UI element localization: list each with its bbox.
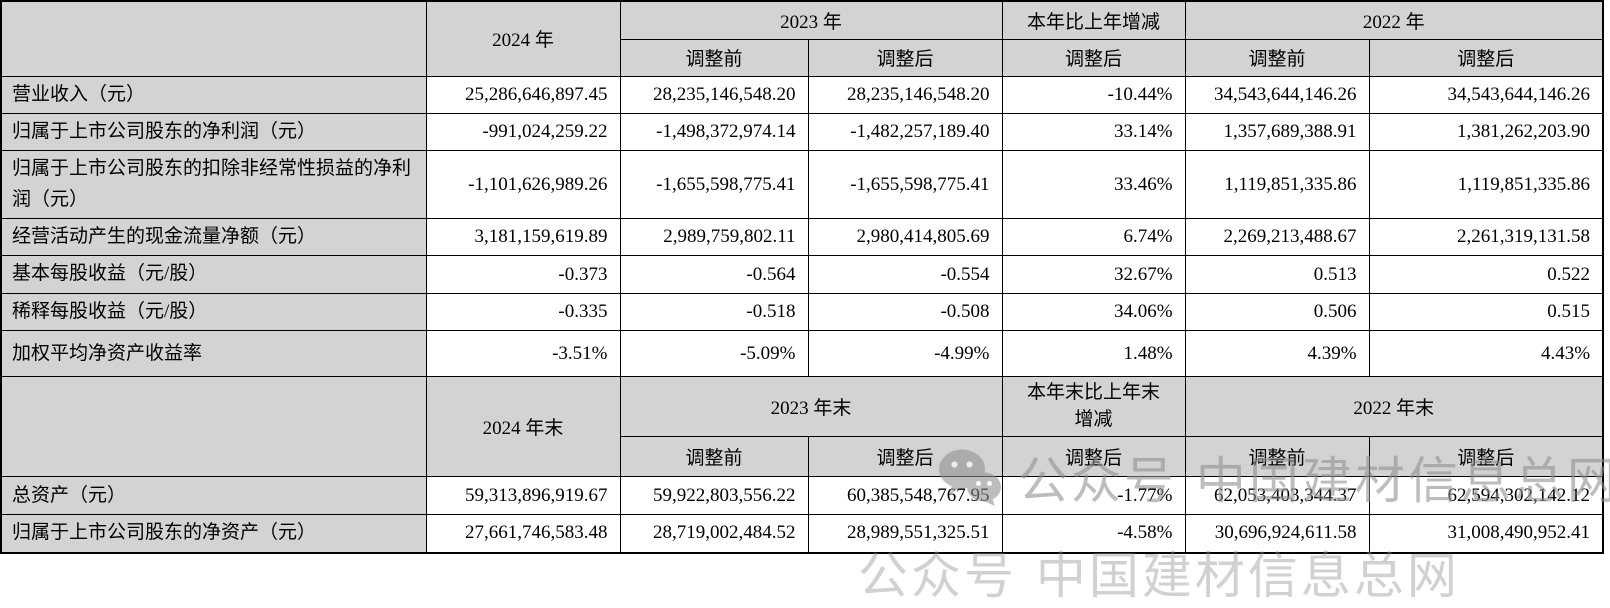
subheader-2022end-after-adjust: 调整后 (1368, 436, 1604, 478)
subheader-2022-after-adjust: 调整后 (1368, 38, 1604, 77)
cell-value: 34.06% (1001, 292, 1186, 332)
subheader-2023end-before-adjust: 调整前 (619, 436, 809, 478)
corner-cell-section1 (0, 0, 427, 77)
table-row: 经营活动产生的现金流量净额（元） 3,181,159,619.89 2,989,… (0, 218, 1604, 257)
row-label: 加权平均净资产收益率 (0, 330, 427, 378)
cell-value: 0.515 (1368, 292, 1604, 332)
row-label: 营业收入（元） (0, 75, 427, 114)
cell-value: 62,594,302,142.12 (1368, 476, 1604, 516)
cell-value: 28,719,002,484.52 (619, 514, 809, 554)
column-header-yearend-change: 本年末比上年末 增减 (1001, 376, 1186, 438)
cell-value: 2,261,319,131.58 (1368, 218, 1604, 257)
table-row: 基本每股收益（元/股） -0.373 -0.564 -0.554 32.67% … (0, 255, 1604, 294)
cell-value: 62,053,403,344.37 (1184, 476, 1370, 516)
cell-value: 59,922,803,556.22 (619, 476, 809, 516)
table-row: 归属于上市公司股东的扣除非经常性损益的净利润（元） -1,101,626,989… (0, 150, 1604, 220)
cell-value: -1,498,372,974.14 (619, 112, 809, 152)
column-header-2022-end: 2022 年末 (1184, 376, 1604, 438)
cell-value: -1,655,598,775.41 (807, 150, 1003, 220)
cell-value: -1,482,257,189.40 (807, 112, 1003, 152)
row-label: 归属于上市公司股东的净利润（元） (0, 112, 427, 152)
subheader-2022-before-adjust: 调整前 (1184, 38, 1370, 77)
cell-value: 1.48% (1001, 330, 1186, 378)
cell-value: 33.46% (1001, 150, 1186, 220)
table-row: 2024 年 2023 年 本年比上年增减 2022 年 (0, 0, 1604, 77)
table-row: 调整前 调整后 调整后 调整前 调整后 (1, 436, 1604, 478)
cell-value: 32.67% (1001, 255, 1186, 294)
table-row: 加权平均净资产收益率 -3.51% -5.09% -4.99% 1.48% 4.… (0, 330, 1604, 378)
cell-value: 1,119,851,335.86 (1368, 150, 1604, 220)
subheader-2023end-after-adjust: 调整后 (807, 436, 1003, 478)
financial-summary-table: 2024 年 2023 年 本年比上年增减 2022 年 调整前 调整后 调整后… (0, 0, 1605, 554)
cell-value: -5.09% (619, 330, 809, 378)
subheader-2023-after-adjust: 调整后 (807, 38, 1003, 77)
subheader-2023-before-adjust: 调整前 (619, 38, 809, 77)
cell-value: 31,008,490,952.41 (1368, 514, 1604, 554)
cell-value: 60,385,548,767.95 (807, 476, 1003, 516)
cell-value: -0.335 (425, 292, 621, 332)
subheader-change-after-adjust: 调整后 (1001, 38, 1186, 77)
cell-value: -3.51% (425, 330, 621, 378)
cell-value: 2,989,759,802.11 (619, 218, 809, 257)
cell-value: 59,313,896,919.67 (425, 476, 621, 516)
cell-value: 34,543,644,146.26 (1184, 75, 1370, 114)
cell-value: 34,543,644,146.26 (1368, 75, 1604, 114)
cell-value: 3,181,159,619.89 (425, 218, 621, 257)
cell-value: 1,119,851,335.86 (1184, 150, 1370, 220)
cell-value: -10.44% (1001, 75, 1186, 114)
row-label: 经营活动产生的现金流量净额（元） (0, 218, 427, 257)
cell-value: 4.39% (1184, 330, 1370, 378)
cell-value: -0.508 (807, 292, 1003, 332)
row-label: 归属于上市公司股东的扣除非经常性损益的净利润（元） (0, 150, 427, 220)
subheader-change-after-adjust: 调整后 (1001, 436, 1186, 478)
cell-value: -0.373 (425, 255, 621, 294)
cell-value: -4.99% (807, 330, 1003, 378)
cell-value: -4.58% (1001, 514, 1186, 554)
cell-value: -991,024,259.22 (425, 112, 621, 152)
subheader-2022end-before-adjust: 调整前 (1184, 436, 1370, 478)
cell-value: -1,101,626,989.26 (425, 150, 621, 220)
cell-value: -1.77% (1001, 476, 1186, 516)
table-row: 2024 年末 2023 年末 本年末比上年末 增减 2022 年末 (0, 376, 1604, 478)
row-label: 归属于上市公司股东的净资产（元） (0, 514, 427, 554)
cell-value: 1,381,262,203.90 (1368, 112, 1604, 152)
row-label: 总资产（元） (0, 476, 427, 516)
table-row: 归属于上市公司股东的净利润（元） -991,024,259.22 -1,498,… (0, 112, 1604, 152)
row-label: 稀释每股收益（元/股） (0, 292, 427, 332)
cell-value: 30,696,924,611.58 (1184, 514, 1370, 554)
cell-value: -0.518 (619, 292, 809, 332)
column-header-2022: 2022 年 (1184, 0, 1604, 40)
cell-value: 33.14% (1001, 112, 1186, 152)
cell-value: 6.74% (1001, 218, 1186, 257)
table-row: 总资产（元） 59,313,896,919.67 59,922,803,556.… (0, 476, 1604, 516)
cell-value: 0.506 (1184, 292, 1370, 332)
row-label: 基本每股收益（元/股） (0, 255, 427, 294)
column-header-2023: 2023 年 (619, 0, 1003, 40)
column-header-2024: 2024 年 (425, 0, 621, 77)
cell-value: 0.522 (1368, 255, 1604, 294)
column-header-2023-end: 2023 年末 (619, 376, 1003, 438)
table-row: 稀释每股收益（元/股） -0.335 -0.518 -0.508 34.06% … (0, 292, 1604, 332)
cell-value: -1,655,598,775.41 (619, 150, 809, 220)
cell-value: 28,989,551,325.51 (807, 514, 1003, 554)
cell-value: 4.43% (1368, 330, 1604, 378)
cell-value: 1,357,689,388.91 (1184, 112, 1370, 152)
cell-value: -0.554 (807, 255, 1003, 294)
cell-value: 0.513 (1184, 255, 1370, 294)
cell-value: 2,269,213,488.67 (1184, 218, 1370, 257)
cell-value: 27,661,746,583.48 (425, 514, 621, 554)
cell-value: 28,235,146,548.20 (807, 75, 1003, 114)
cell-value: -0.564 (619, 255, 809, 294)
table-row: 营业收入（元） 25,286,646,897.45 28,235,146,548… (0, 75, 1604, 114)
column-header-2024-end: 2024 年末 (425, 376, 621, 478)
cell-value: 25,286,646,897.45 (425, 75, 621, 114)
table-row: 归属于上市公司股东的净资产（元） 27,661,746,583.48 28,71… (0, 514, 1604, 554)
cell-value: 2,980,414,805.69 (807, 218, 1003, 257)
column-header-yoy-change: 本年比上年增减 (1001, 0, 1186, 40)
table-row: 调整前 调整后 调整后 调整前 调整后 (1, 38, 1604, 77)
corner-cell-section2 (0, 376, 427, 478)
cell-value: 28,235,146,548.20 (619, 75, 809, 114)
